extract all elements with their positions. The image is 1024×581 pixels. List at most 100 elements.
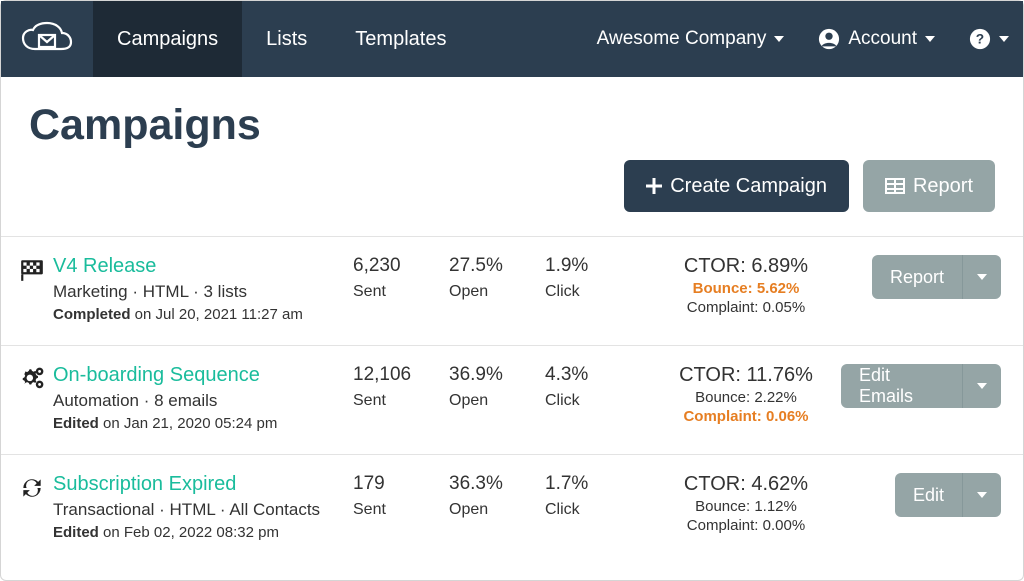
- bounce-value: 5.62%: [757, 280, 800, 297]
- campaign-meta: Transactional · HTML · All Contacts: [53, 500, 353, 520]
- stat-value: 6,230: [353, 255, 449, 277]
- status-timestamp: on Jan 21, 2020 05:24 pm: [99, 415, 277, 432]
- help-menu[interactable]: ?: [955, 28, 1023, 50]
- page-title: Campaigns: [29, 101, 995, 150]
- stat-label: Sent: [353, 392, 449, 410]
- status-verb: Edited: [53, 524, 99, 541]
- row-action-button[interactable]: Edit Emails: [841, 364, 1001, 408]
- stat-label: Sent: [353, 283, 449, 301]
- ctor-label: CTOR:: [684, 255, 751, 277]
- ctor-rate: CTOR: 11.76%: [651, 364, 841, 387]
- bounce-rate: Bounce: 1.12%: [651, 498, 841, 515]
- campaign-type-icon: [19, 473, 53, 506]
- complaint-rate: Complaint: 0.00%: [651, 517, 841, 534]
- stat-open: 36.9% Open: [449, 364, 545, 410]
- row-action: Edit: [841, 473, 1001, 517]
- company-name: Awesome Company: [597, 28, 767, 50]
- complaint-value: 0.05%: [763, 299, 806, 316]
- help-icon: ?: [969, 28, 991, 50]
- bounce-label: Bounce:: [695, 389, 754, 406]
- button-label: Create Campaign: [670, 175, 827, 198]
- campaign-rates: CTOR: 4.62% Bounce: 1.12% Complaint: 0.00%: [641, 473, 841, 534]
- campaign-title-link[interactable]: V4 Release: [53, 255, 353, 278]
- bounce-value: 1.12%: [754, 498, 797, 515]
- stat-click: 4.3%Click: [545, 364, 641, 410]
- action-button-dropdown[interactable]: [962, 255, 1001, 299]
- action-button-label[interactable]: Edit Emails: [841, 364, 962, 408]
- bounce-value: 2.22%: [754, 389, 797, 406]
- header-actions: Create Campaign Report: [29, 160, 995, 212]
- stat-label: Open: [449, 392, 545, 410]
- complaint-value: 0.06%: [766, 408, 809, 425]
- chevron-down-icon: [977, 492, 987, 498]
- campaign-rates: CTOR: 11.76% Bounce: 2.22% Complaint: 0.06…: [641, 364, 841, 425]
- stat-label: Sent: [353, 501, 449, 519]
- complaint-rate: Complaint: 0.06%: [651, 408, 841, 425]
- campaign-info: On-boarding Sequence Automation · 8 email…: [53, 364, 353, 432]
- campaign-status: Edited on Feb 02, 2022 08:32 pm: [53, 524, 353, 541]
- stat-value: 12,106: [353, 364, 449, 386]
- bounce-rate: Bounce: 2.22%: [651, 389, 841, 406]
- row-action-button[interactable]: Report: [872, 255, 1001, 299]
- campaign-meta: Automation · 8 emails: [53, 391, 353, 411]
- campaign-info: Subscription Expired Transactional · HTML…: [53, 473, 353, 541]
- stat-value: 1.9%: [545, 255, 641, 277]
- nav-link-campaigns[interactable]: Campaigns: [93, 1, 242, 77]
- create-campaign-button[interactable]: Create Campaign: [624, 160, 849, 212]
- stat-sent: 12,106 Sent: [353, 364, 449, 410]
- stat-label: Open: [449, 283, 545, 301]
- company-selector[interactable]: Awesome Company: [583, 28, 799, 50]
- stat-open: 36.3%Open: [449, 473, 545, 519]
- stat-label: Click: [545, 501, 641, 519]
- row-action-button[interactable]: Edit: [895, 473, 1001, 517]
- row-action: Report: [841, 255, 1001, 299]
- report-button[interactable]: Report: [863, 160, 995, 212]
- nav-link-lists[interactable]: Lists: [242, 1, 331, 77]
- chevron-down-icon: [999, 36, 1009, 42]
- stat-value: 27.5%: [449, 255, 545, 277]
- ctor-label: CTOR:: [679, 364, 746, 386]
- action-button-dropdown[interactable]: [962, 364, 1001, 408]
- chevron-down-icon: [925, 36, 935, 42]
- action-button-dropdown[interactable]: [962, 473, 1001, 517]
- bounce-label: Bounce:: [695, 498, 754, 515]
- campaign-row: On-boarding Sequence Automation · 8 email…: [1, 345, 1023, 454]
- campaign-type-icon: [19, 255, 53, 288]
- app-logo[interactable]: [1, 1, 93, 77]
- complaint-rate: Complaint: 0.05%: [651, 299, 841, 316]
- stat-value: 36.3%: [449, 473, 545, 495]
- stat-click: 1.9% Click: [545, 255, 641, 301]
- campaign-status: Edited on Jan 21, 2020 05:24 pm: [53, 415, 353, 432]
- campaign-title-link[interactable]: Subscription Expired: [53, 473, 353, 496]
- stat-click: 1.7%Click: [545, 473, 641, 519]
- action-button-label[interactable]: Report: [872, 255, 962, 299]
- stat-value: 36.9%: [449, 364, 545, 386]
- campaign-title-link[interactable]: On-boarding Sequence: [53, 364, 353, 387]
- complaint-label: Complaint:: [687, 299, 763, 316]
- status-timestamp: on Feb 02, 2022 08:32 pm: [99, 524, 279, 541]
- stat-value: 4.3%: [545, 364, 641, 386]
- ctor-rate: CTOR: 6.89%: [651, 255, 841, 278]
- navbar: Campaigns Lists Templates Awesome Compan…: [1, 1, 1023, 77]
- account-menu[interactable]: Account: [804, 28, 949, 50]
- nav-link-label: Campaigns: [117, 28, 218, 51]
- page-header: Campaigns Create Campaign Report: [1, 77, 1023, 236]
- campaign-meta: Marketing · HTML · 3 lists: [53, 282, 353, 302]
- chevron-down-icon: [977, 274, 987, 280]
- button-label: Report: [913, 175, 973, 198]
- action-button-label[interactable]: Edit: [895, 473, 962, 517]
- stat-open: 27.5% Open: [449, 255, 545, 301]
- svg-text:?: ?: [976, 32, 984, 47]
- nav-link-label: Templates: [355, 28, 446, 51]
- table-icon: [885, 178, 905, 194]
- stat-value: 179: [353, 473, 449, 495]
- status-verb: Edited: [53, 415, 99, 432]
- nav-link-templates[interactable]: Templates: [331, 1, 470, 77]
- ctor-value: 4.62%: [751, 473, 808, 495]
- user-circle-icon: [818, 28, 840, 50]
- complaint-value: 0.00%: [763, 517, 806, 534]
- ctor-rate: CTOR: 4.62%: [651, 473, 841, 496]
- ctor-label: CTOR:: [684, 473, 751, 495]
- stat-label: Click: [545, 283, 641, 301]
- chevron-down-icon: [774, 36, 784, 42]
